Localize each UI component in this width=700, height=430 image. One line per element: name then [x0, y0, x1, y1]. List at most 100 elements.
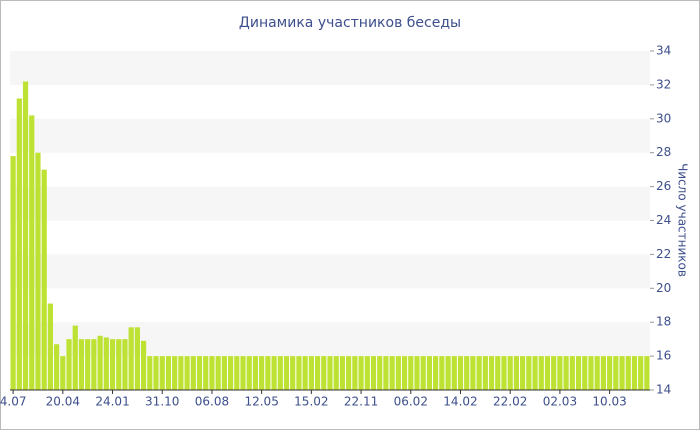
x-tick-label: 22.02: [493, 395, 527, 409]
bar: [209, 356, 215, 390]
bar: [178, 356, 184, 390]
bar: [389, 356, 395, 390]
bar: [147, 356, 153, 390]
bar: [66, 339, 72, 390]
bar: [271, 356, 277, 390]
x-tick-label: 10.03: [592, 395, 626, 409]
bar: [607, 356, 613, 390]
bar: [588, 356, 594, 390]
y-tick-label: 22: [656, 247, 671, 261]
bar: [420, 356, 426, 390]
bar: [482, 356, 488, 390]
bar: [252, 356, 259, 390]
bar: [302, 356, 308, 390]
y-tick-label: 16: [656, 349, 671, 363]
bar: [16, 98, 22, 391]
bar: [346, 356, 352, 390]
bar: [358, 356, 364, 390]
y-tick-label: 20: [656, 281, 671, 295]
bar: [638, 356, 644, 390]
bar: [277, 356, 283, 390]
x-tick-label: 14.02: [443, 395, 477, 409]
y-tick-label: 30: [656, 111, 671, 125]
bar: [240, 356, 246, 390]
bar: [128, 327, 134, 390]
bar: [215, 356, 221, 390]
bar: [426, 356, 433, 390]
bar: [457, 356, 464, 390]
bar: [153, 356, 159, 390]
y-tick-label: 28: [656, 145, 671, 159]
bar: [283, 356, 290, 390]
bar: [29, 115, 35, 390]
bar: [97, 335, 103, 390]
bar: [507, 356, 513, 390]
bar: [569, 356, 575, 390]
bar: [476, 356, 482, 390]
bar: [644, 356, 650, 390]
bar: [333, 356, 339, 390]
bar: [134, 327, 140, 390]
y-tick-label: 14: [656, 383, 671, 397]
bar: [265, 356, 271, 390]
x-tick-label: 12.05: [244, 395, 278, 409]
x-tick-label: 24.01: [95, 395, 129, 409]
bar: [383, 356, 389, 390]
bar: [520, 356, 526, 390]
bar: [227, 356, 234, 390]
bar: [551, 356, 557, 390]
x-tick-label: 06.08: [195, 395, 229, 409]
bar: [234, 356, 240, 390]
bar: [60, 356, 66, 390]
bar: [165, 356, 172, 390]
bar: [339, 356, 346, 390]
bar: [575, 356, 582, 390]
bar: [47, 303, 53, 390]
y-tick-label: 26: [656, 179, 671, 193]
bar: [321, 356, 327, 390]
bar: [91, 339, 97, 390]
x-tick-label: 4.07: [0, 395, 26, 409]
y-tick-label: 34: [656, 44, 671, 58]
bar: [401, 356, 408, 390]
bar: [172, 356, 178, 390]
bar: [259, 356, 265, 390]
bar: [196, 356, 203, 390]
bar: [600, 356, 607, 390]
bar: [433, 356, 439, 390]
bar: [414, 356, 420, 390]
x-tick-label: 06.02: [394, 395, 428, 409]
grid-band: [10, 254, 650, 289]
bar: [439, 356, 445, 390]
bar: [501, 356, 507, 390]
bar: [53, 344, 60, 390]
x-tick-label: 22.11: [344, 395, 378, 409]
bar: [327, 356, 333, 390]
bar: [613, 356, 619, 390]
bar: [488, 356, 495, 390]
grid-band: [10, 186, 650, 221]
bar: [538, 356, 544, 390]
bar: [35, 152, 41, 390]
bar: [408, 356, 414, 390]
bar: [184, 356, 190, 390]
y-axis-label: Число участников: [676, 163, 690, 277]
bar: [22, 81, 29, 390]
bar: [631, 356, 638, 390]
bar: [85, 339, 91, 390]
bar: [563, 356, 569, 390]
bar: [594, 356, 600, 390]
bar: [582, 356, 588, 390]
bar: [72, 325, 78, 390]
bar: [352, 356, 358, 390]
bar: [290, 356, 296, 390]
bar: [619, 356, 625, 390]
bar: [246, 356, 252, 390]
bar: [122, 339, 128, 390]
bar: [314, 356, 321, 390]
bar: [445, 356, 451, 390]
bar: [296, 356, 302, 390]
bar: [364, 356, 370, 390]
bar: [41, 169, 47, 390]
